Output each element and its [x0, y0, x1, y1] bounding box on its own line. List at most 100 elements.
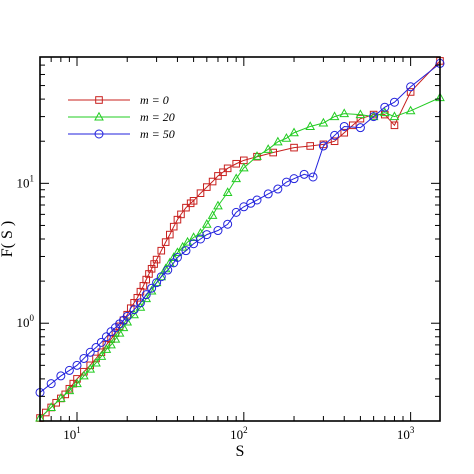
series-m50-point: [141, 290, 151, 300]
series-m50-point: [163, 265, 173, 275]
series-m20-point: [238, 162, 249, 172]
series-m50-point: [239, 202, 249, 212]
series-m20-line: [39, 97, 441, 419]
series-m20-point: [263, 144, 274, 153]
series-m20-point: [151, 277, 162, 287]
series-m20-point: [195, 227, 206, 237]
series-m0-point: [196, 189, 205, 198]
series-m50-point: [263, 189, 273, 199]
series-m0-point: [189, 197, 198, 205]
series-m20: [35, 92, 445, 422]
y-tick-label: 100: [17, 313, 35, 330]
series-m0-point: [348, 121, 357, 130]
series-m0-point: [356, 114, 365, 123]
series-m50-point: [389, 97, 399, 107]
series-m20-point: [379, 107, 390, 117]
tick-exponent: 0: [30, 313, 35, 323]
series-m0-point: [182, 203, 190, 212]
series-m50-point: [152, 278, 162, 288]
series-m20-point: [114, 327, 125, 337]
series-m50-point: [289, 174, 299, 184]
series-m0-point: [147, 264, 156, 273]
series-m20-point: [101, 344, 112, 353]
series-m20-point: [201, 219, 212, 228]
series-m0-point: [161, 238, 170, 246]
series-m50-point: [156, 272, 166, 282]
series-m20-point: [129, 309, 139, 319]
series-m50-point: [72, 360, 82, 370]
series-m20-point: [91, 357, 101, 367]
series-m20-point: [182, 236, 193, 246]
legend-label-m20: m = 20: [140, 110, 175, 124]
tick-base: 10: [63, 427, 76, 442]
tick-base: 10: [17, 315, 30, 330]
series-layer: [35, 57, 445, 422]
tick-exponent: 1: [76, 425, 81, 435]
series-m20-point: [156, 271, 167, 281]
x-axis-label: S: [236, 443, 245, 460]
series-m50-point: [339, 121, 349, 131]
series-m20-point: [355, 109, 366, 119]
series-m0-point: [223, 164, 232, 173]
series-m50-point: [281, 177, 291, 187]
tick-exponent: 1: [30, 173, 35, 183]
series-m50-point: [189, 239, 199, 249]
series-m20-point: [273, 136, 283, 146]
series-m20-point: [207, 210, 218, 219]
series-m0-point: [142, 275, 151, 284]
series-m50: [35, 58, 445, 397]
series-m0-point: [390, 121, 399, 130]
series-m50-point: [213, 226, 223, 236]
series-m50-point: [172, 252, 182, 262]
series-m20-point: [110, 333, 121, 343]
series-m20-point: [46, 402, 57, 411]
legend-label-m50: m = 50: [140, 127, 175, 141]
series-m20-point: [172, 247, 183, 257]
series-m20-point: [85, 363, 96, 373]
x-tick-label: 101: [63, 425, 81, 442]
series-m50-point: [101, 332, 111, 342]
series-m0-point: [145, 270, 153, 278]
series-m0-point: [61, 390, 70, 399]
series-m50-point: [64, 365, 74, 375]
series-m0-point: [52, 398, 60, 407]
series-m20-point: [368, 111, 379, 121]
series-m20-point: [55, 393, 66, 402]
series-m50-point: [355, 123, 365, 133]
series-m0-point: [330, 137, 339, 146]
series-m50-point: [273, 184, 283, 194]
series-m20-point: [329, 111, 340, 121]
series-m50-point: [330, 130, 340, 140]
series-m50-point: [56, 371, 66, 381]
series-m20-point: [305, 121, 316, 130]
series-m20-point: [252, 151, 262, 160]
tick-base: 10: [230, 427, 243, 442]
series-m50-point: [96, 337, 106, 347]
series-m50-point: [85, 347, 95, 357]
series-m20-point: [339, 108, 350, 118]
tick-base: 10: [17, 175, 30, 190]
series-m50-point: [147, 283, 157, 293]
series-m20-point: [213, 200, 223, 210]
legend-entry-m20: m = 20: [68, 110, 175, 124]
series-m0-point: [157, 246, 166, 255]
series-m50-point: [308, 172, 318, 182]
series-m50-line: [39, 63, 441, 393]
series-m20-point: [164, 257, 175, 267]
series-m0-point: [152, 255, 161, 264]
series-m50-point: [202, 230, 212, 240]
series-m50-point: [406, 82, 416, 92]
tick-exponent: 3: [410, 425, 415, 435]
y-axis-label: F( S ): [0, 221, 16, 257]
series-m20-point: [231, 173, 242, 183]
series-m20-point: [318, 117, 329, 127]
series-m50-point: [79, 353, 89, 363]
series-m0-point: [177, 210, 185, 219]
series-m20-point: [122, 316, 133, 326]
series-m20-point: [168, 252, 179, 261]
series-m0-point: [208, 177, 217, 186]
series-m20-point: [389, 111, 400, 121]
legend-entry-m50: m = 50: [68, 127, 175, 141]
